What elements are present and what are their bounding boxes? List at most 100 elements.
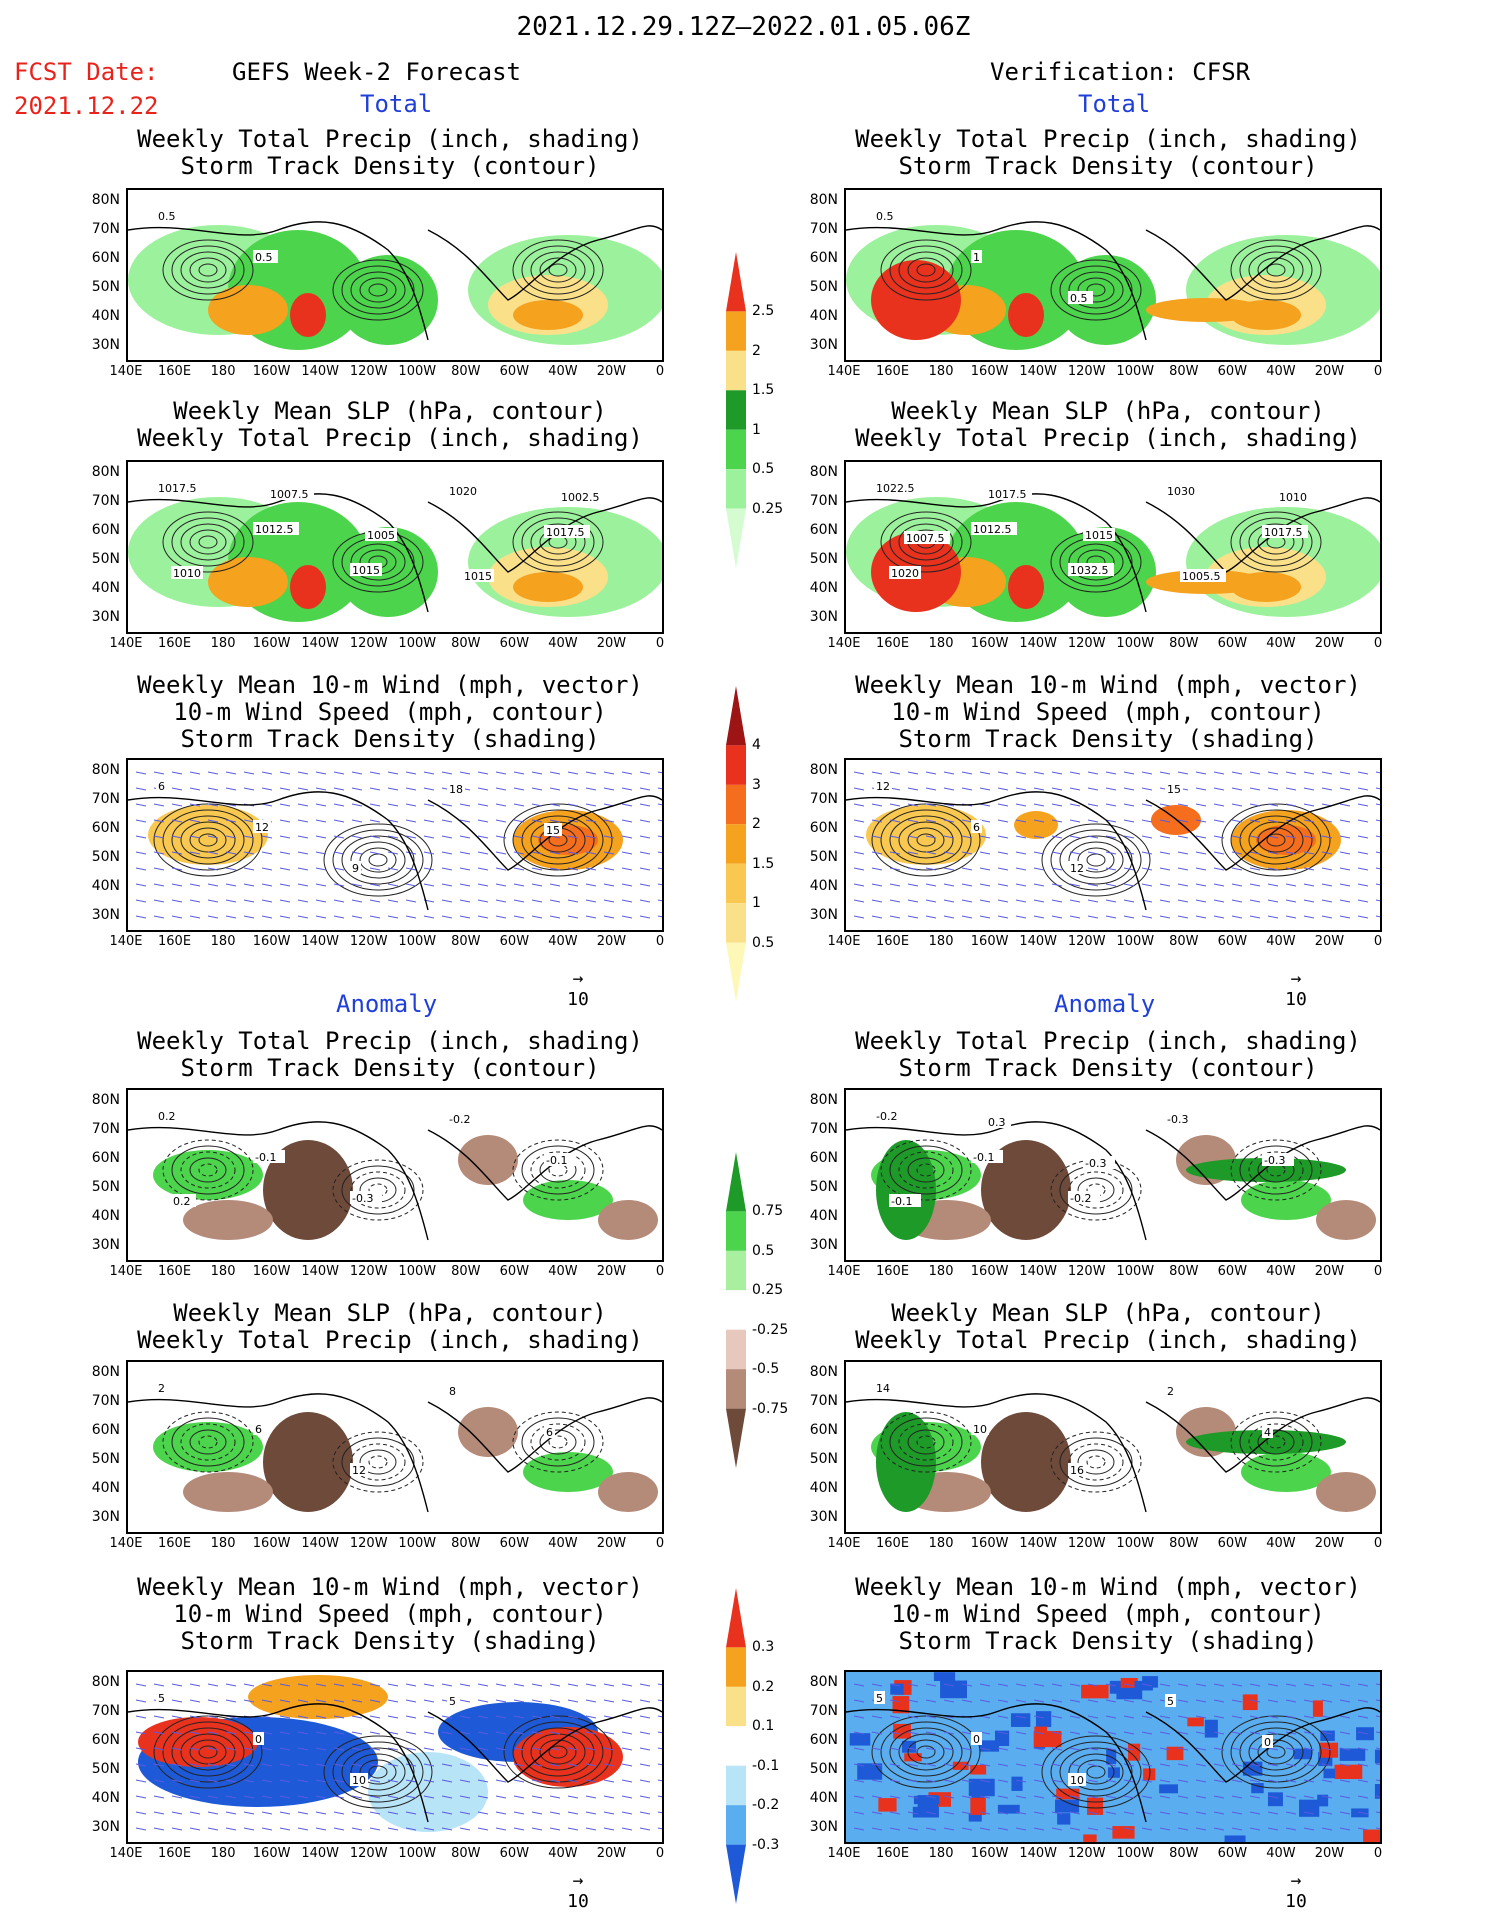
wind-vector (1213, 819, 1225, 823)
coastline (846, 493, 1380, 613)
wind-vector (1159, 1779, 1171, 1783)
wind-vector (657, 1811, 662, 1814)
wind-vector (387, 1683, 399, 1687)
wind-vector (531, 1779, 543, 1783)
wind-vector (603, 1699, 615, 1703)
wind-vector (1213, 1827, 1225, 1831)
wind-vector (135, 1683, 147, 1687)
wind-vector (567, 1811, 579, 1815)
contour-line (332, 1741, 424, 1803)
wind-vector (1015, 867, 1027, 871)
contour-label: 12 (255, 821, 269, 834)
wind-vector (639, 867, 651, 871)
wind-vector (1195, 771, 1207, 775)
colorbar-swatch (726, 1647, 746, 1687)
wind-vector (889, 1731, 901, 1735)
wind-vector (459, 1811, 471, 1815)
wind-vector (1015, 1811, 1027, 1815)
wind-vector (961, 1763, 973, 1767)
contour-line (880, 511, 972, 573)
wind-vector (459, 835, 471, 839)
wind-vector (1249, 1795, 1261, 1799)
wind-vector (315, 835, 327, 839)
colorbar-swatch (726, 942, 746, 1002)
wind-vector (387, 1699, 399, 1703)
wind-vector (225, 1795, 237, 1799)
contour-line (539, 1739, 577, 1765)
wind-vector (889, 1795, 901, 1799)
wind-vector (1015, 1715, 1027, 1719)
wind-vector (1105, 1763, 1117, 1767)
wind-vector (135, 851, 147, 855)
lon-tick-label: 20W (1314, 636, 1345, 651)
wind-vector (585, 851, 597, 855)
wind-vector (135, 1811, 147, 1815)
contour-line (512, 511, 604, 573)
wind-vector (585, 1827, 597, 1831)
contour-line (198, 1163, 218, 1177)
wind-vector (603, 787, 615, 791)
lon-tick-label: 20W (596, 1264, 627, 1279)
wind-vector (1051, 883, 1063, 887)
wind-vector (225, 1683, 237, 1687)
wind-vector (853, 835, 865, 839)
contour-line (350, 271, 406, 309)
wind-vector (1339, 883, 1351, 887)
lon-tick-label: 80W (1169, 1264, 1199, 1279)
wind-vector (1159, 851, 1171, 855)
wind-vector (531, 787, 543, 791)
wind-vector (853, 787, 865, 791)
wind-vector (1321, 1699, 1333, 1703)
lat-tick-label: 40N (91, 1480, 120, 1496)
lon-tick-label: 60W (1217, 1264, 1248, 1279)
wind-vector (889, 899, 901, 903)
lon-tick-label: 0 (1373, 1264, 1383, 1279)
lon-tick-label: 180 (210, 934, 236, 949)
wind-vector (531, 1763, 543, 1767)
wind-vector (657, 915, 662, 918)
lon-tick-label: 40W (1266, 636, 1296, 651)
contour-label-bg (971, 1732, 982, 1745)
lat-tick-label: 50N (91, 849, 120, 865)
wind-vector (153, 899, 165, 903)
wind-vector (943, 883, 955, 887)
wind-vector (441, 1795, 453, 1799)
lat-tick-label: 60N (91, 522, 120, 538)
wind-vector (621, 819, 633, 823)
wind-vector (621, 899, 633, 903)
wind-vector (1069, 771, 1081, 775)
wind-vector (1303, 1827, 1315, 1831)
contour-label: 6 (255, 1423, 262, 1436)
wind-vector (279, 867, 291, 871)
contour-line (323, 1735, 433, 1809)
wind-vector (1375, 851, 1380, 854)
contour-label-bg (544, 1425, 555, 1438)
wind-vector (1213, 771, 1225, 775)
precip-shade (1146, 298, 1266, 322)
wind-vector (1051, 787, 1063, 791)
wind-vector (621, 883, 633, 887)
contour-label-bg (1165, 782, 1183, 795)
map-r1-right: 0.5 1 0.5 (844, 188, 1382, 362)
wind-vector (333, 771, 345, 775)
wind-vector (567, 1827, 579, 1831)
wind-vector (1213, 1747, 1225, 1751)
wind-vector (531, 835, 543, 839)
colorbar-label: -0.2 (752, 1797, 780, 1814)
contour-label-bg (874, 481, 920, 494)
contour-line (332, 259, 424, 321)
coastline (128, 221, 662, 341)
wind-vector (549, 1779, 561, 1783)
wind-vector (405, 1811, 417, 1815)
wind-vector (639, 819, 651, 823)
wind-vector (1339, 1747, 1351, 1751)
wind-vector (961, 1747, 973, 1751)
wind-vector (1141, 787, 1153, 791)
wind-vector (531, 1811, 543, 1815)
wind-vector (639, 1763, 651, 1767)
wind-vector (1033, 1779, 1045, 1783)
contour-line (512, 1411, 604, 1473)
wind-vector (459, 1763, 471, 1767)
lon-tick-label: 140W (301, 1264, 339, 1279)
wind-vector (297, 1699, 309, 1703)
